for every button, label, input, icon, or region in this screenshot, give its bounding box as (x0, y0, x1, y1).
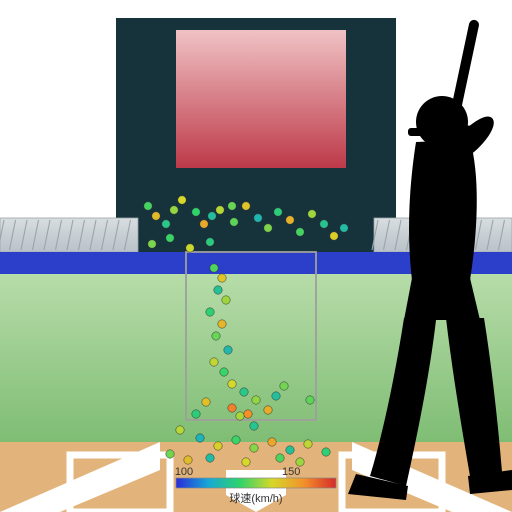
pitch-point (296, 228, 304, 236)
pitch-point (268, 438, 276, 446)
pitch-point (218, 274, 226, 282)
pitch-point (218, 320, 226, 328)
pitch-point (250, 422, 258, 430)
pitch-point (330, 232, 338, 240)
pitch-point (192, 208, 200, 216)
pitch-point (264, 224, 272, 232)
pitch-point (144, 202, 152, 210)
pitch-point (176, 426, 184, 434)
pitch-point (208, 212, 216, 220)
pitch-point (148, 240, 156, 248)
pitch-point (244, 410, 252, 418)
pitch-point (230, 218, 238, 226)
pitch-point (224, 346, 232, 354)
pitch-point (212, 332, 220, 340)
pitch-point (242, 202, 250, 210)
colorbar-axis-label: 球速(km/h) (229, 491, 282, 505)
pitch-point (272, 392, 280, 400)
pitch-point (286, 446, 294, 454)
pitch-point (196, 434, 204, 442)
pitch-point (214, 442, 222, 450)
pitch-point (236, 412, 244, 420)
pitch-point (320, 220, 328, 228)
pitch-point (252, 396, 260, 404)
pitch-point (286, 216, 294, 224)
pitch-point (228, 404, 236, 412)
pitch-point (210, 358, 218, 366)
pitch-point (152, 212, 160, 220)
pitch-point (280, 382, 288, 390)
pitch-point (206, 238, 214, 246)
pitch-point (170, 206, 178, 214)
pitch-point (202, 398, 210, 406)
pitch-point (240, 388, 248, 396)
pitch-point (206, 308, 214, 316)
pitch-point (186, 244, 194, 252)
pitch-point (242, 458, 250, 466)
pitch-point (340, 224, 348, 232)
pitch-point (162, 220, 170, 228)
pitch-point (210, 264, 218, 272)
pitch-point (276, 454, 284, 462)
pitch-point (250, 444, 258, 452)
pitch-point (264, 406, 272, 414)
pitch-point (254, 214, 262, 222)
pitch-point (306, 396, 314, 404)
pitch-point (206, 454, 214, 462)
pitch-chart: 100 150 球速(km/h) (0, 0, 512, 512)
pitch-point (214, 286, 222, 294)
pitch-point (308, 210, 316, 218)
pitch-point (304, 440, 312, 448)
pitch-point (220, 368, 228, 376)
pitch-point (216, 206, 224, 214)
pitch-point (200, 220, 208, 228)
pitch-point (192, 410, 200, 418)
pitch-point (166, 450, 174, 458)
pitch-point (322, 448, 330, 456)
pitch-point (166, 234, 174, 242)
pitch-point (296, 458, 304, 466)
colorbar-tick: 150 (282, 466, 300, 478)
pitch-point (228, 380, 236, 388)
pitch-point (232, 436, 240, 444)
pitch-point (184, 456, 192, 464)
pitch-point (222, 296, 230, 304)
colorbar-tick: 100 (175, 466, 193, 478)
pitch-point (178, 196, 186, 204)
pitch-point (228, 202, 236, 210)
pitch-point (274, 208, 282, 216)
